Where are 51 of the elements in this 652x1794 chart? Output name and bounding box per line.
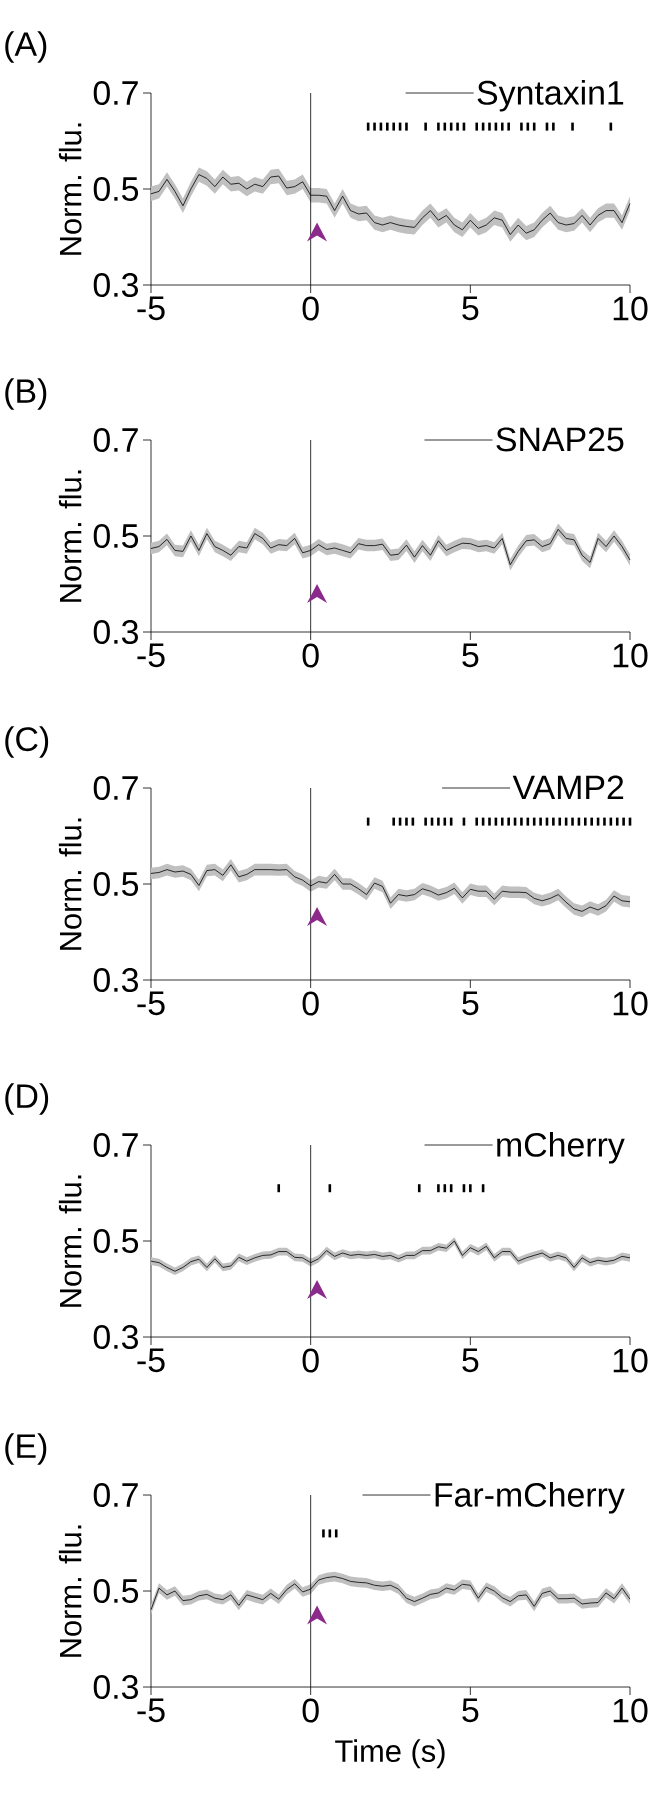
x-tick-label: 0 [302, 643, 319, 668]
y-tick-label: 0.7 [93, 1483, 138, 1508]
y-tick-label: 0.5 [93, 177, 139, 201]
y-tick-label: 0.5 [93, 524, 139, 548]
y-tick-label: 0.3 [93, 1675, 138, 1700]
x-tick-label: -5 [137, 1348, 165, 1373]
y-axis-title: Norm. flu. [58, 818, 82, 950]
x-tick-label: 10 [613, 1348, 648, 1373]
chart-title: (E) [5, 1433, 47, 1465]
y-tick-label: 0.7 [93, 428, 138, 452]
x-tick-label: 10 [613, 1698, 648, 1723]
chart-title: (B) [5, 378, 47, 410]
legend-label: Syntaxin1 [477, 79, 624, 112]
y-tick-label: 0.3 [93, 620, 138, 644]
y-axis-title: Norm. flu. [58, 123, 82, 255]
y-tick-label: 0.3 [93, 968, 138, 992]
chart-title: (A) [5, 31, 47, 63]
x-tick-label: 5 [462, 643, 479, 668]
y-tick-label: 0.3 [93, 273, 138, 297]
x-tick-label: -5 [137, 296, 165, 321]
legend-label: mCherry [497, 1132, 625, 1164]
x-tick-label: -5 [137, 643, 165, 668]
chart-title: (D) [5, 1083, 49, 1115]
y-tick-label: 0.3 [93, 1325, 138, 1350]
chart-title: (C) [5, 726, 49, 758]
y-tick-label: 0.7 [93, 81, 138, 105]
y-tick-label: 0.5 [93, 872, 139, 896]
y-tick-label: 0.5 [93, 1579, 139, 1604]
x-tick-label: 10 [613, 991, 648, 1016]
x-tick-label: -5 [137, 991, 165, 1016]
x-tick-label: 5 [462, 296, 479, 321]
x-tick-label: 5 [462, 1698, 479, 1723]
x-tick-label: 0 [302, 991, 319, 1016]
x-tick-label: 10 [613, 643, 648, 668]
y-tick-label: 0.7 [93, 1133, 138, 1158]
x-tick-label: 0 [302, 1698, 319, 1723]
y-axis-title: Norm. flu. [58, 1525, 82, 1657]
x-tick-label: 5 [462, 991, 479, 1016]
y-tick-label: 0.7 [93, 776, 138, 800]
legend-label: VAMP2 [512, 775, 624, 800]
x-axis-title: Time (s) [335, 1739, 445, 1769]
legend-label: SNAP25 [496, 427, 624, 452]
y-axis-title: Norm. flu. [58, 1175, 82, 1307]
y-axis-title: Norm. flu. [58, 470, 82, 602]
y-tick-label: 0.5 [93, 1229, 139, 1254]
x-tick-label: 0 [302, 296, 319, 321]
x-tick-label: 10 [613, 296, 648, 321]
x-tick-label: -5 [137, 1698, 165, 1723]
x-tick-label: 5 [462, 1348, 479, 1373]
x-tick-label: 0 [302, 1348, 319, 1373]
legend-label: Far-mCherry [435, 1482, 625, 1514]
